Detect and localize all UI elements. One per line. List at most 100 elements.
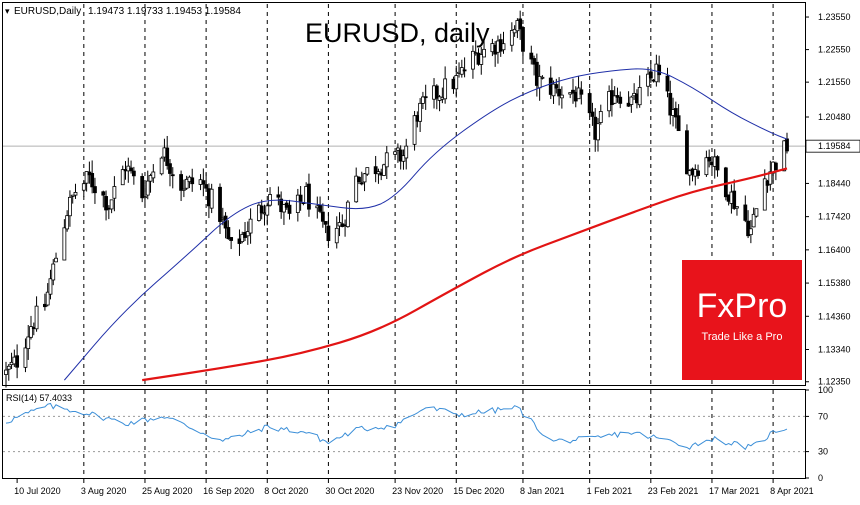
price-tick-label: 1.14360 [818, 311, 851, 321]
candle-body [81, 183, 86, 191]
date-tick-label: 8 Oct 2020 [264, 486, 308, 496]
current-price-label: 1.19584 [818, 141, 851, 151]
price-tick-label: 1.21550 [818, 77, 851, 87]
candle-body [159, 157, 164, 175]
fxpro-logo[interactable]: FxPro Trade Like a Pro [682, 260, 802, 380]
candle-body [357, 176, 361, 183]
ma-slow-line [142, 167, 788, 382]
candle-body [762, 178, 767, 211]
candle-body [140, 176, 145, 199]
candle-body [590, 111, 595, 117]
candle-body [6, 365, 11, 370]
candle-body [104, 196, 108, 211]
candle-body [23, 347, 28, 368]
date-tick-label: 17 Mar 2021 [709, 486, 760, 496]
candle-body [751, 213, 756, 228]
candle-body [373, 166, 378, 175]
candle-body [112, 186, 117, 199]
candle-body [646, 73, 650, 87]
rsi-panel-frame [2, 389, 806, 479]
date-tick-label: 16 Sep 2020 [203, 486, 254, 496]
candle-body [673, 108, 678, 118]
candle-body [209, 188, 214, 209]
candle-body [120, 169, 125, 186]
price-tick-label: 1.17420 [818, 212, 851, 222]
candle-body [423, 96, 428, 99]
candle-body [359, 182, 364, 185]
candle-body [748, 228, 753, 236]
symbol-label: EURUSD,Daily [14, 6, 81, 17]
date-tick-label: 8 Apr 2021 [770, 486, 814, 496]
candle-body [43, 303, 47, 308]
candle-body [129, 167, 133, 172]
candle-body [295, 194, 300, 213]
current-price-box [805, 139, 860, 153]
candle-body [421, 96, 425, 104]
candle-body [412, 115, 417, 145]
rsi-label: RSI(14) 57.4033 [6, 393, 72, 403]
candle-body [93, 186, 97, 194]
candle-body [201, 180, 206, 185]
candle-body [218, 186, 222, 222]
brand-tagline: Trade Like a Pro [702, 331, 783, 343]
rsi-axis: 100 70 30 0 [805, 385, 833, 483]
candle-body [554, 84, 559, 89]
candle-body [259, 205, 264, 214]
candle-body [782, 140, 787, 172]
candle-body [84, 171, 89, 184]
candle-body [785, 138, 789, 152]
candle-body [68, 196, 72, 217]
candle-body [34, 305, 39, 330]
candle-body [318, 204, 322, 212]
candle-body [151, 171, 156, 179]
candle-body [559, 94, 564, 99]
candle-body [482, 48, 486, 58]
candle-body [29, 326, 33, 338]
candle-body [15, 355, 20, 368]
candle-body [629, 96, 634, 105]
candle-body [26, 336, 31, 349]
candle-body [509, 30, 514, 46]
candle-body [323, 221, 328, 225]
candle-body [598, 111, 603, 123]
candle-body [226, 227, 231, 240]
candle-body [384, 152, 389, 168]
candle-body [637, 87, 642, 106]
price-tick-label: 1.13340 [818, 345, 851, 355]
chart-title: EURUSD, daily [305, 18, 490, 48]
candle-body [90, 172, 95, 188]
candle-body [434, 85, 439, 99]
candle-body [326, 225, 331, 242]
candle-body [148, 175, 153, 182]
candle-body [773, 162, 778, 171]
candle-body [276, 194, 281, 198]
candle-body [665, 75, 670, 92]
candle-body [723, 167, 728, 198]
date-tick-label: 1 Feb 2021 [587, 486, 633, 496]
candle-body [229, 237, 234, 241]
candle-body [320, 211, 325, 222]
ma-fast-line [63, 68, 788, 381]
candle-body [62, 227, 67, 261]
candle-body [462, 69, 467, 72]
date-tick-label: 23 Feb 2021 [648, 486, 699, 496]
candle-body [145, 180, 150, 196]
candle-body [676, 115, 681, 132]
candle-body [551, 83, 556, 97]
date-tick-label: 15 Dec 2020 [453, 486, 504, 496]
candle-body [615, 95, 620, 98]
candle-body [418, 102, 423, 122]
candle-body [382, 164, 386, 176]
candle-body [471, 50, 475, 70]
candle-body [65, 215, 70, 230]
candle-body [268, 194, 272, 206]
rsi-line [5, 402, 788, 451]
rsi-tick-label: 100 [818, 385, 833, 395]
candle-body [70, 194, 75, 197]
candle-body [754, 208, 759, 217]
candle-body [668, 92, 673, 116]
candle-body [704, 157, 709, 176]
candle-body [223, 215, 228, 229]
